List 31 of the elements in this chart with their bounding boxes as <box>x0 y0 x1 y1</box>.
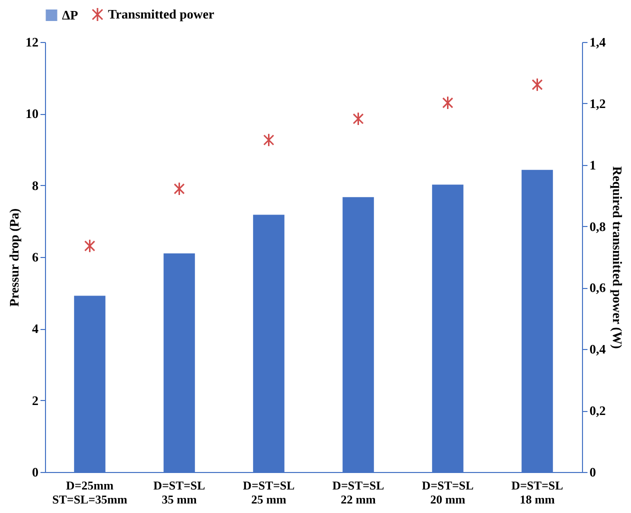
x-tick-label: D=ST=SL 35 mm <box>153 478 206 506</box>
point <box>263 133 274 147</box>
legend-label: ΔP <box>62 7 78 22</box>
y-tick-label: 0 <box>32 464 38 480</box>
y-tick-label: 2 <box>32 392 38 408</box>
y2-tick-label: 1 <box>590 157 596 172</box>
y2-tick-label: 0,6 <box>590 280 606 296</box>
x-tick-label: D=ST=SL 25 mm <box>242 478 295 506</box>
point <box>84 239 96 253</box>
y-tick-label: 12 <box>26 34 38 50</box>
y2-tick-label: 1,4 <box>590 34 606 50</box>
y-tick-label: 6 <box>32 250 39 264</box>
y2-tick-label: 0,8 <box>590 218 606 234</box>
point <box>352 112 364 126</box>
y2-tick-label: 0,4 <box>590 342 606 357</box>
point <box>174 182 185 196</box>
y-tick-label: 4 <box>32 321 39 336</box>
y2-axis-title: Required transmitted power (W) <box>610 166 625 349</box>
x-tick-label: D=25mm ST=SL=35mm <box>52 478 128 506</box>
x-tick-label: D=ST=SL 18 mm <box>511 478 564 506</box>
y-axis-title: Pressur drop (Pa) <box>6 208 22 307</box>
point <box>442 96 454 110</box>
x-tick-label: D=ST=SL 20 mm <box>422 478 474 506</box>
y2-tick-label: 0 <box>590 464 596 480</box>
y-tick-label: 8 <box>32 178 39 193</box>
x-tick-label: D=ST=SL 22 mm <box>332 478 384 506</box>
y2-tick-label: 1,2 <box>590 96 606 111</box>
legend-label: Transmitted power <box>108 6 214 22</box>
y-tick-label: 10 <box>26 106 38 122</box>
y2-tick-label: 0,2 <box>590 403 606 418</box>
point <box>532 78 543 92</box>
